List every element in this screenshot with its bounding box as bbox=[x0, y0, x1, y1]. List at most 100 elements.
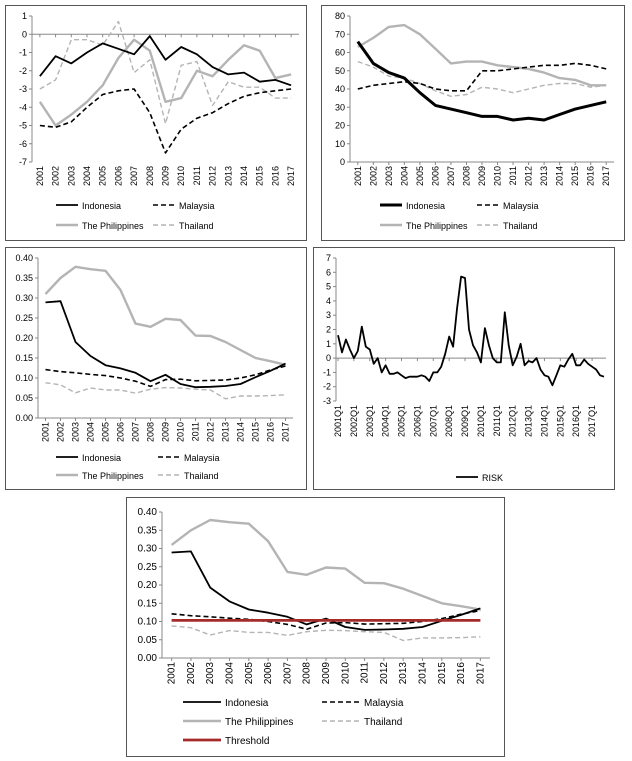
y-tick-label: 4 bbox=[326, 296, 331, 306]
y-tick-label: 0 bbox=[22, 29, 27, 39]
x-tick-label: 2003 bbox=[66, 166, 76, 186]
series-line-malaysia bbox=[39, 88, 292, 154]
y-tick-label: -4 bbox=[19, 102, 27, 112]
x-tick-label: 2004 bbox=[399, 166, 409, 186]
x-tick-label: 2008 bbox=[145, 166, 155, 186]
y-tick-label: 50 bbox=[335, 66, 345, 76]
y-tick-label: 0.20 bbox=[15, 333, 33, 343]
x-tick-label: 2001Q1 bbox=[333, 405, 343, 437]
legend-label-the-philippines: The Philippines bbox=[406, 221, 468, 231]
legend-label-indonesia: Indonesia bbox=[406, 201, 445, 211]
x-tick-label: 2015 bbox=[437, 662, 448, 685]
y-tick-label: 0.40 bbox=[138, 507, 158, 518]
x-tick-label: 2014 bbox=[239, 166, 249, 186]
x-tick-label: 2010 bbox=[493, 166, 503, 186]
x-tick-label: 2017Q1 bbox=[587, 405, 597, 437]
x-tick-label: 2005 bbox=[244, 662, 255, 685]
x-tick-label: 2011 bbox=[192, 166, 202, 185]
series-line-malaysia bbox=[45, 365, 286, 388]
y-tick-label: -1 bbox=[19, 48, 27, 58]
legend-label-the-philippines: The Philippines bbox=[225, 717, 293, 728]
y-tick-label: 0.10 bbox=[15, 373, 33, 383]
y-tick-label: 70 bbox=[335, 29, 345, 39]
y-tick-label: 0.05 bbox=[138, 635, 158, 646]
y-tick-label: 0.05 bbox=[15, 393, 33, 403]
x-tick-label: 2003 bbox=[205, 662, 216, 685]
x-tick-label: 2005Q1 bbox=[397, 405, 407, 437]
y-tick-label: 0.30 bbox=[138, 544, 158, 555]
x-tick-label: 2002 bbox=[56, 422, 66, 442]
x-tick-label: 2017 bbox=[601, 166, 611, 186]
x-tick-label: 2001 bbox=[35, 166, 45, 186]
x-tick-label: 2011 bbox=[360, 662, 371, 684]
x-tick-label: 2013 bbox=[539, 166, 549, 186]
y-tick-label: 0.25 bbox=[15, 313, 33, 323]
series-line-thailand bbox=[171, 625, 481, 642]
legend-label-thailand: Thailand bbox=[184, 471, 219, 481]
x-tick-label: 2012 bbox=[524, 166, 534, 186]
x-tick-label: 2007 bbox=[131, 422, 141, 442]
y-tick-label: 0.20 bbox=[138, 580, 158, 591]
legend-label-thailand: Thailand bbox=[503, 221, 538, 231]
legend-label-the-philippines: The Philippines bbox=[82, 471, 144, 481]
x-tick-label: 2002Q1 bbox=[349, 405, 359, 437]
y-tick-label: 10 bbox=[335, 139, 345, 149]
y-tick-label: -2 bbox=[19, 66, 27, 76]
x-tick-label: 2012 bbox=[379, 662, 390, 685]
x-tick-label: 2011 bbox=[191, 422, 201, 441]
x-tick-label: 2008 bbox=[461, 166, 471, 186]
x-tick-label: 2012 bbox=[206, 422, 216, 442]
y-tick-label: 80 bbox=[335, 11, 345, 21]
y-tick-label: 1 bbox=[22, 11, 27, 21]
x-tick-label: 2009 bbox=[161, 422, 171, 442]
x-tick-label: 2016Q1 bbox=[571, 405, 581, 437]
x-tick-label: 2009Q1 bbox=[460, 405, 470, 437]
legend-label-threshold: Threshold bbox=[225, 736, 269, 747]
x-tick-label: 2008 bbox=[146, 422, 156, 442]
y-tick-label: 0.35 bbox=[15, 273, 33, 283]
series-line-indonesia bbox=[45, 300, 286, 389]
y-tick-label: 0.40 bbox=[15, 253, 33, 263]
x-tick-label: 2003 bbox=[71, 422, 81, 442]
x-tick-label: 2014 bbox=[417, 662, 428, 685]
x-tick-label: 2002 bbox=[368, 166, 378, 186]
x-tick-label: 2001 bbox=[41, 422, 51, 442]
legend-label-indonesia: Indonesia bbox=[225, 698, 269, 709]
y-tick-label: 20 bbox=[335, 121, 345, 131]
x-tick-label: 2006 bbox=[113, 166, 123, 186]
series-line-thailand bbox=[45, 382, 286, 400]
x-tick-label: 2017 bbox=[475, 662, 486, 685]
x-tick-label: 2001 bbox=[353, 166, 363, 186]
x-tick-label: 2004 bbox=[82, 166, 92, 186]
y-tick-label: -3 bbox=[19, 84, 27, 94]
series-line-risk bbox=[337, 275, 605, 387]
x-tick-label: 2009 bbox=[161, 166, 171, 186]
x-tick-label: 2017 bbox=[281, 422, 291, 442]
x-tick-label: 2013 bbox=[221, 422, 231, 442]
x-tick-label: 2007 bbox=[446, 166, 456, 186]
x-tick-label: 2015 bbox=[255, 166, 265, 186]
series-line-the-philippines bbox=[38, 38, 292, 127]
x-tick-label: 2005 bbox=[98, 166, 108, 186]
y-tick-label: 0 bbox=[340, 157, 345, 167]
x-tick-label: 2011 bbox=[508, 166, 518, 185]
x-tick-label: 2005 bbox=[415, 166, 425, 186]
x-tick-label: 2017 bbox=[286, 166, 296, 186]
x-tick-label: 2006Q1 bbox=[412, 405, 422, 437]
series-line-the-philippines bbox=[44, 265, 286, 366]
x-tick-label: 2011Q1 bbox=[492, 405, 502, 436]
chart-panel-index-a: 0.40 0.35 0.30 0.25 0.20 0.15 0.10 0.05 0.00 2001… bbox=[5, 247, 307, 490]
x-tick-label: 2014Q1 bbox=[539, 405, 549, 437]
x-tick-label: 2012Q1 bbox=[508, 405, 518, 437]
chart-index-threshold: 0.40 0.35 0.30 0.25 0.20 0.15 0.10 0.05 0.00 2001… bbox=[138, 507, 490, 747]
chart-budget-balance: 1 0 -1 -2 -3 -4 -5 -6 -7 2001 2002 2003 2004 2005 2006… bbox=[19, 11, 299, 231]
y-tick-label: 0.15 bbox=[15, 353, 33, 363]
legend-label-malaysia: Malaysia bbox=[179, 201, 215, 211]
x-tick-label: 2004Q1 bbox=[381, 405, 391, 437]
x-tick-label: 2010Q1 bbox=[476, 405, 486, 437]
legend-label-the-philippines: The Philippines bbox=[82, 221, 144, 231]
series-line-the-philippines bbox=[170, 518, 481, 611]
y-tick-label: 1 bbox=[326, 339, 331, 349]
series-line-the-philippines bbox=[357, 23, 607, 87]
